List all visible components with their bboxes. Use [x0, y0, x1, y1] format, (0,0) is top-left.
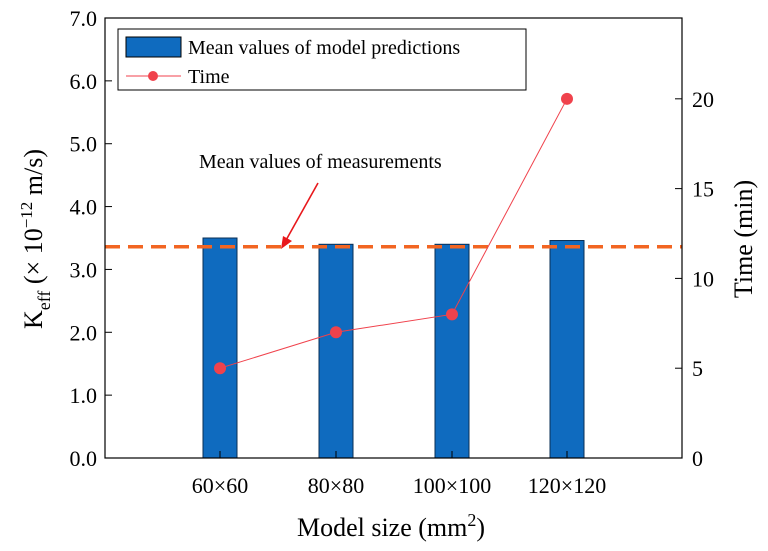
reference-arrow	[284, 182, 319, 243]
x-tick-label: 80×80	[308, 473, 364, 498]
y-left-tick-label: 2.0	[70, 320, 98, 345]
legend-line-label: Time	[188, 66, 230, 88]
x-tick-label: 120×120	[528, 473, 606, 498]
x-tick-label: 100×100	[413, 473, 491, 498]
y-left-tick-label: 6.0	[70, 69, 98, 94]
reference-line-label: Mean values of measurements	[199, 151, 442, 173]
y-axis-left-title: Keff (× 10−12 m/s)	[17, 149, 54, 329]
legend-box	[117, 28, 527, 91]
y-right-tick-label: 10	[692, 266, 714, 291]
legend-line-marker	[148, 71, 158, 81]
time-point-4	[561, 92, 573, 105]
y-axis-right-title: Time (min)	[729, 180, 758, 298]
bar-1	[202, 237, 238, 459]
x-axis-title: Model size (mm2)	[297, 510, 485, 542]
y-right-tick-label: 20	[692, 87, 714, 112]
y-right-tick-label: 5	[692, 356, 703, 381]
time-point-3	[446, 308, 458, 321]
bar-3	[434, 243, 470, 459]
bar-2	[318, 243, 354, 459]
time-series-layer	[214, 92, 573, 375]
plot-frame	[104, 17, 683, 459]
bar-4	[549, 240, 585, 459]
y-left-tick-label: 5.0	[70, 132, 98, 157]
y-right-tick-label: 0	[692, 446, 703, 471]
time-point-2	[330, 326, 342, 339]
x-tick-label: 60×60	[192, 473, 248, 498]
legend-bar-label: Mean values of model predictions	[188, 37, 460, 59]
y-left-tick-label: 1.0	[70, 383, 98, 408]
y-right-tick-label: 15	[692, 177, 714, 202]
time-line	[219, 98, 568, 369]
legend: Mean values of model predictions Time	[117, 28, 527, 91]
y-left-tick-label: 0.0	[70, 446, 98, 471]
reference-arrow-head	[281, 236, 292, 249]
y-left-tick-label: 3.0	[70, 257, 98, 282]
legend-bar-swatch	[125, 36, 182, 58]
time-point-1	[214, 362, 226, 375]
bars-layer	[202, 237, 585, 459]
y-left-tick-label: 4.0	[70, 195, 98, 220]
axes-layer: 0.0 1.0 2.0 3.0 4.0 5.0 6.0 7.0 0 5 10 15 20 60×60 80×…	[70, 6, 715, 498]
y-left-tick-label: 7.0	[70, 6, 98, 31]
